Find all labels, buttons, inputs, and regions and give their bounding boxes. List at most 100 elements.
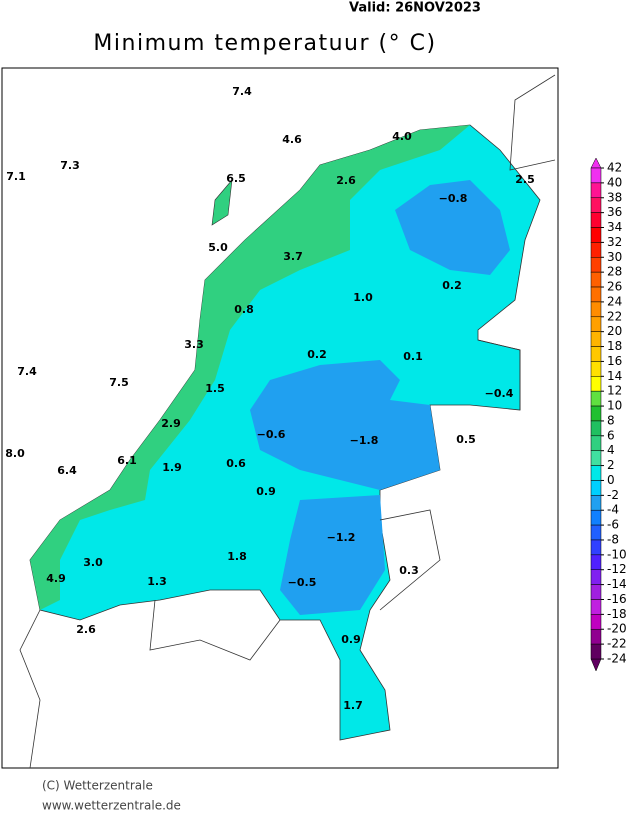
temperature-label: −0.8 <box>439 192 468 205</box>
legend-tick-label: 20 <box>607 324 622 338</box>
legend-swatch <box>590 301 602 318</box>
title: Minimum temperatuur (° C) <box>93 31 436 56</box>
legend-swatch <box>590 554 602 570</box>
legend-swatch <box>590 465 602 481</box>
legend-swatch <box>590 197 602 213</box>
legend-tick-label: 2 <box>607 458 615 472</box>
legend-swatch <box>590 569 602 585</box>
temperature-label: 4.6 <box>282 133 302 146</box>
legend-tick-label: -20 <box>607 622 627 636</box>
temperature-label: −0.6 <box>257 428 286 441</box>
temperature-label: 0.5 <box>456 433 476 446</box>
legend-swatch <box>590 286 602 303</box>
legend-swatch <box>590 435 602 451</box>
legend-swatch <box>590 346 602 362</box>
legend-swatch <box>590 167 602 184</box>
legend-swatch <box>590 405 602 422</box>
legend-tick-label: 14 <box>607 369 622 383</box>
legend-tick-label: -10 <box>607 547 627 561</box>
temperature-label: 0.1 <box>403 350 423 363</box>
legend-swatch <box>590 643 602 660</box>
legend-swatch <box>590 450 602 466</box>
legend-swatch <box>590 628 602 645</box>
temperature-label: 4.9 <box>46 572 66 585</box>
legend-tick-label: -6 <box>607 518 619 532</box>
temperature-label: 1.3 <box>147 575 167 588</box>
url: www.wetterzentrale.de <box>42 799 181 813</box>
temperature-label: 2.6 <box>76 623 96 636</box>
credit: (C) Wetterzentrale <box>42 779 153 793</box>
legend-tick-label: -8 <box>607 532 619 546</box>
map <box>1 67 559 769</box>
temperature-label: 0.9 <box>341 633 361 646</box>
legend-tick-label: 32 <box>607 235 622 249</box>
legend-swatch <box>590 242 602 258</box>
legend-swatch <box>590 584 602 600</box>
temperature-label: 3.0 <box>83 556 103 569</box>
temperature-label: 1.5 <box>205 382 225 395</box>
legend-tick-label: 4 <box>607 443 615 457</box>
legend-tick-label: 10 <box>607 399 622 413</box>
temperature-label: −1.8 <box>350 434 379 447</box>
legend-swatch <box>590 539 602 556</box>
legend-tick-label: 6 <box>607 428 615 442</box>
legend-tick-label: -4 <box>607 503 619 517</box>
temperature-label: 0.6 <box>226 457 246 470</box>
legend-tick-label: -18 <box>607 607 627 621</box>
legend-tick-label: -24 <box>607 652 627 666</box>
legend-tick-label: 34 <box>607 220 622 234</box>
temperature-label: 4.0 <box>392 130 412 143</box>
legend-tick-label: 0 <box>607 473 615 487</box>
temperature-label: 7.3 <box>60 159 80 172</box>
temperature-label: −0.4 <box>485 387 514 400</box>
legend-arrow-bottom <box>590 658 602 672</box>
legend-swatch <box>590 390 602 407</box>
legend-tick-label: -22 <box>607 637 627 651</box>
legend-arrow-top <box>590 157 602 169</box>
legend-tick-label: 28 <box>607 265 622 279</box>
valid-date: Valid: 26NOV2023 <box>349 1 481 16</box>
legend-swatch <box>590 495 602 511</box>
temperature-label: 7.1 <box>6 170 26 183</box>
legend-tick-label: 12 <box>607 384 622 398</box>
legend-tick-label: 22 <box>607 309 622 323</box>
legend-swatch <box>590 212 602 228</box>
legend-swatch <box>590 509 602 526</box>
legend-tick-label: 16 <box>607 354 622 368</box>
legend-swatch <box>590 316 602 332</box>
temperature-label: 1.0 <box>353 291 373 304</box>
temperature-label: 3.7 <box>283 250 303 263</box>
temperature-label: 2.9 <box>161 417 181 430</box>
legend-swatch <box>590 376 602 392</box>
legend-swatch <box>590 614 602 630</box>
temperature-label: 5.0 <box>208 241 228 254</box>
legend-swatch <box>590 524 602 541</box>
legend-swatch <box>590 420 602 437</box>
legend-tick-label: 26 <box>607 280 622 294</box>
legend-tick-label: 24 <box>607 294 622 308</box>
legend-swatch <box>590 361 602 377</box>
legend-tick-label: -12 <box>607 562 627 576</box>
legend-tick-label: 8 <box>607 413 615 427</box>
temperature-label: 0.2 <box>307 348 327 361</box>
legend-swatch <box>590 227 602 243</box>
legend-tick-label: 40 <box>607 175 622 189</box>
temperature-label: 3.3 <box>184 338 204 351</box>
temperature-label: 2.5 <box>515 173 535 186</box>
legend-tick-label: -2 <box>607 488 619 502</box>
legend-swatch <box>590 271 602 288</box>
temperature-label: 2.6 <box>336 174 356 187</box>
temperature-label: 0.3 <box>399 564 419 577</box>
temperature-label: 1.8 <box>227 550 247 563</box>
temperature-label: 7.4 <box>17 365 37 378</box>
legend-swatch <box>590 480 602 496</box>
temperature-label: −1.2 <box>327 531 356 544</box>
legend-swatch <box>590 599 602 615</box>
temperature-label: 0.8 <box>234 303 254 316</box>
temperature-label: 0.2 <box>442 279 462 292</box>
legend-tick-label: 18 <box>607 339 622 353</box>
temperature-label: 7.4 <box>232 85 252 98</box>
legend-tick-label: -14 <box>607 577 627 591</box>
legend-tick-label: 30 <box>607 250 622 264</box>
temperature-label: 6.1 <box>117 454 137 467</box>
